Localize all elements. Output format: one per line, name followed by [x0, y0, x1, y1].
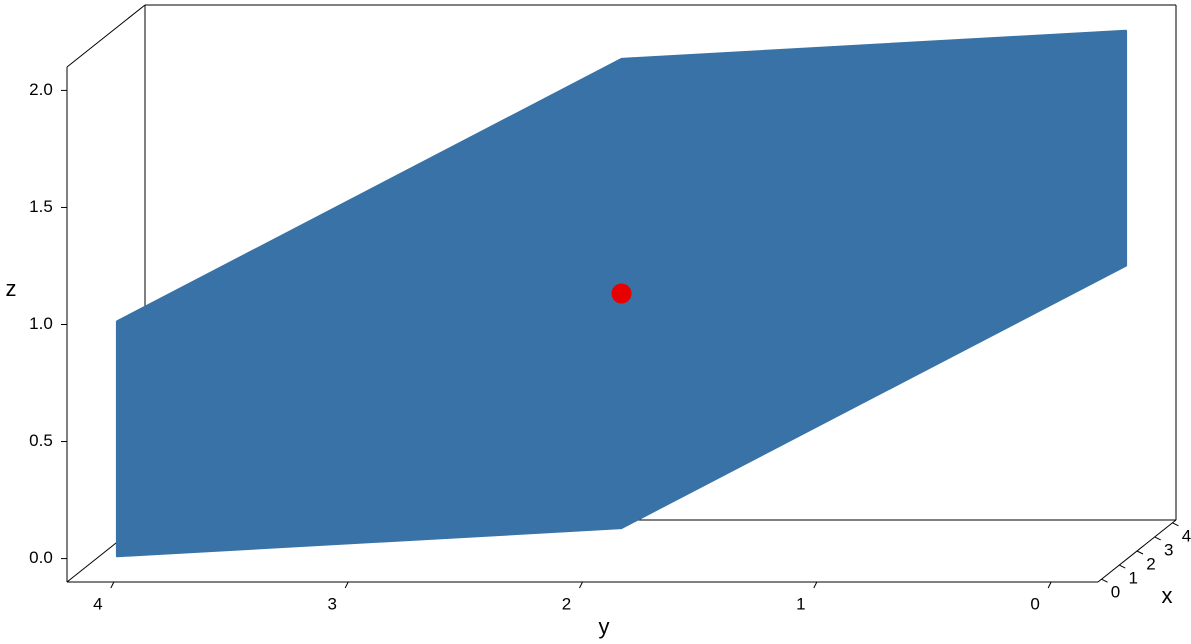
y-tick	[579, 581, 583, 589]
y-tick	[813, 581, 818, 589]
y-tick-label: 4	[93, 594, 102, 613]
z-tick-label: 0.5	[29, 431, 53, 450]
y-tick-label: 2	[562, 594, 571, 613]
x-tick-label: 4	[1182, 526, 1191, 545]
x-tick-label: 1	[1129, 569, 1138, 588]
x-tick	[1172, 522, 1179, 527]
y-tick	[1047, 581, 1052, 589]
x-tick-label: 2	[1146, 554, 1155, 573]
x-tick-label: 0	[1111, 583, 1120, 602]
y-tick-label: 0	[1030, 594, 1039, 613]
z-tick-label: 1.5	[29, 197, 53, 216]
x-tick-label: 3	[1164, 540, 1173, 559]
axis-box-edge	[66, 4, 146, 68]
x-tick	[1101, 578, 1108, 583]
y-tick	[344, 581, 349, 589]
y-tick	[110, 581, 115, 589]
x-tick	[1154, 536, 1161, 541]
x-tick	[1119, 564, 1126, 569]
z-tick-label: 2.0	[29, 80, 53, 99]
x-axis-label: x	[1162, 583, 1173, 608]
z-tick-label: 1.0	[29, 314, 53, 333]
z-tick-label: 0.0	[29, 548, 53, 567]
y-tick-label: 3	[327, 594, 336, 613]
x-tick	[1136, 550, 1144, 555]
z-axis-label: z	[6, 276, 17, 301]
y-axis-label: y	[599, 614, 610, 639]
point	[611, 283, 632, 304]
y-tick-label: 1	[796, 594, 805, 613]
